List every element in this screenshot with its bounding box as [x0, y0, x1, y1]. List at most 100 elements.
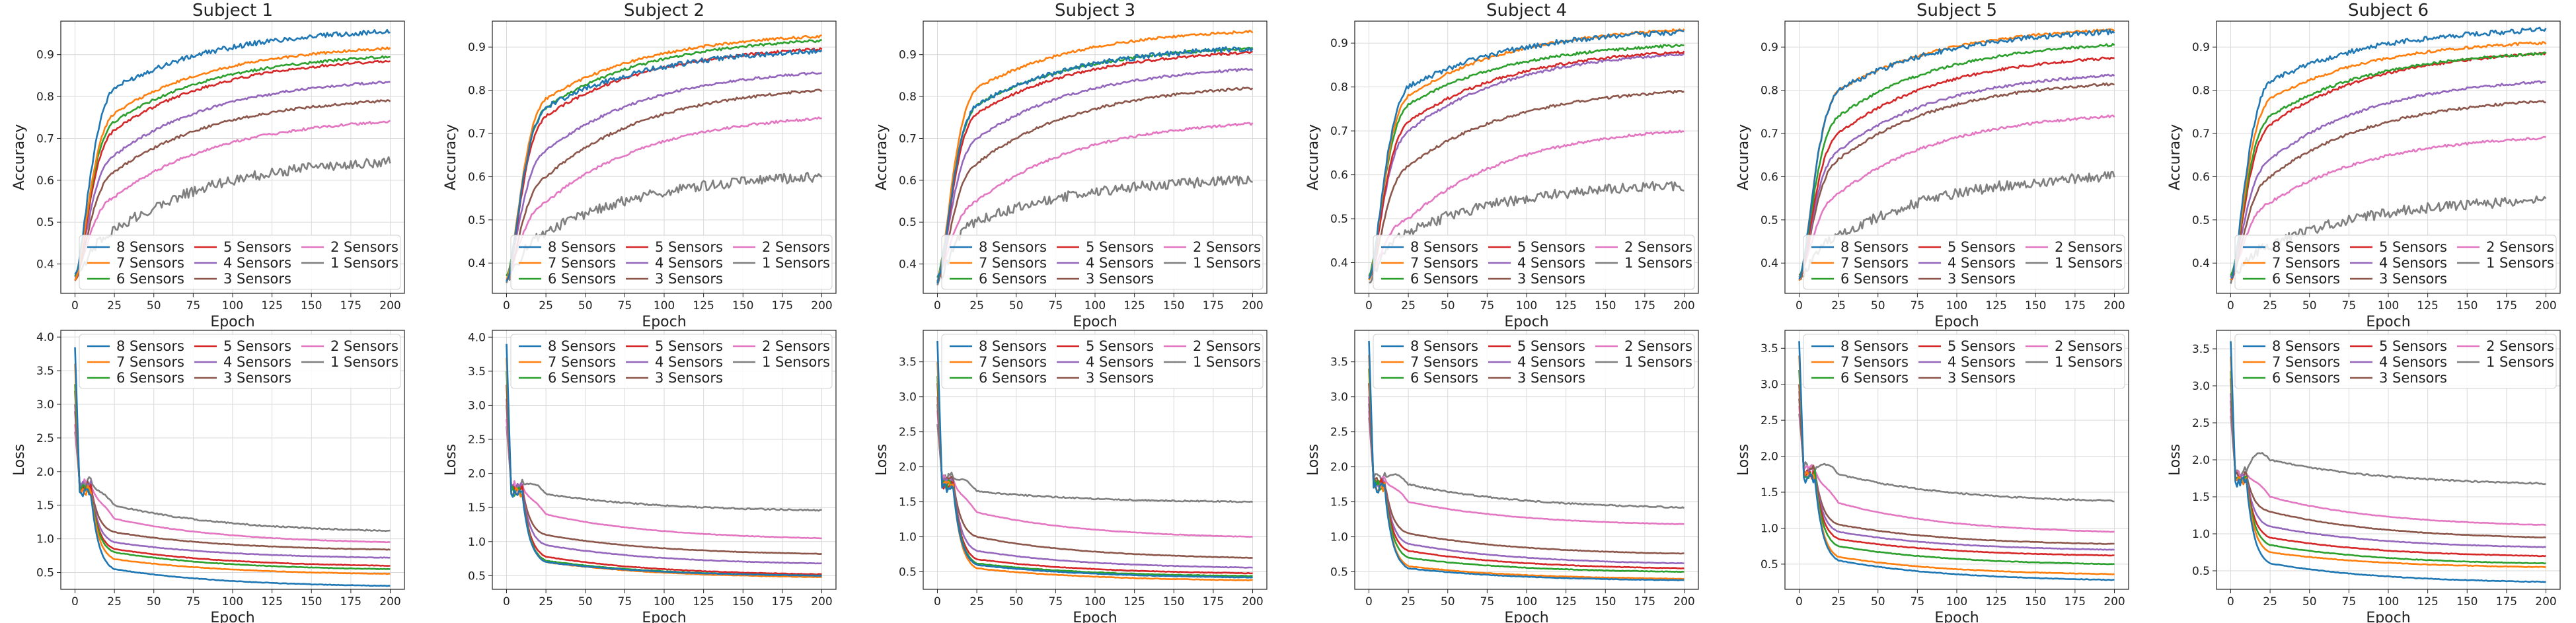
- series-lines: [936, 340, 1253, 581]
- x-tick-label: 175: [2065, 299, 2086, 312]
- x-axis-label: Epoch: [642, 610, 686, 623]
- y-tick-label: 3.5: [1761, 342, 1778, 355]
- series-line-3-sensors: [74, 99, 391, 281]
- series-line-1-sensors: [1798, 414, 2115, 503]
- series-line-6-sensors: [2230, 52, 2547, 276]
- legend-label: 4 Sensors: [655, 354, 723, 370]
- legend-label: 5 Sensors: [1517, 338, 1585, 354]
- x-tick-label: 25: [969, 299, 984, 312]
- plot-frame: [1354, 330, 1699, 590]
- series-line-2-sensors: [74, 120, 391, 277]
- x-tick-label: 75: [1049, 299, 1063, 312]
- x-tick-label: 200: [2103, 299, 2125, 312]
- series-line-2-sensors: [506, 116, 822, 276]
- y-tick-label: 0.7: [36, 132, 54, 145]
- x-tick-label: 25: [107, 299, 122, 312]
- y-tick-label: 0.7: [899, 132, 917, 145]
- series-line-4-sensors: [2230, 393, 2546, 548]
- legend-label: 7 Sensors: [116, 255, 184, 271]
- x-tick-label: 25: [539, 595, 553, 608]
- y-tick-label: 2.0: [899, 461, 917, 474]
- y-tick-label: 0.5: [468, 214, 486, 227]
- series-lines: [1798, 341, 2115, 581]
- legend-label: 2 Sensors: [2486, 338, 2554, 354]
- x-axis-label: Epoch: [1504, 610, 1548, 623]
- x-tick-label: 125: [1123, 299, 1145, 312]
- legend-box: [1803, 235, 2125, 290]
- x-tick-label: 50: [1441, 595, 1455, 608]
- y-tick-label: 0.8: [899, 91, 917, 104]
- series-line-5-sensors: [74, 59, 391, 281]
- series-line-7-sensors: [74, 363, 391, 575]
- series-line-7-sensors: [936, 29, 1254, 281]
- series-line-5-sensors: [2230, 378, 2546, 558]
- series-line-1-sensors: [1798, 170, 2115, 281]
- legend-label: 4 Sensors: [223, 255, 291, 271]
- legend-label: 6 Sensors: [1410, 271, 1478, 287]
- y-tick-label: 0.6: [1330, 169, 1348, 182]
- series-line-4-sensors: [1798, 73, 2115, 277]
- x-tick-label: 50: [1009, 299, 1024, 312]
- x-tick-label: 175: [772, 595, 793, 608]
- legend-label: 5 Sensors: [223, 338, 291, 354]
- legend-label: 8 Sensors: [548, 338, 616, 354]
- subject3-loss-panel: 0 25 50 75 100 125 150 175 200 0.5 1.0 1.5 2.0 2.5 3.0…: [874, 330, 1268, 623]
- subject1-accuracy-panel: Subject 1 0 25 50 75 100 125 150 175 200 0.4 0.5 0.6…: [11, 1, 405, 330]
- x-tick-label: 125: [261, 595, 282, 608]
- legend-label: 6 Sensors: [1840, 271, 1909, 287]
- x-tick-label: 75: [1911, 299, 1925, 312]
- x-tick-label: 125: [693, 595, 714, 608]
- series-line-8-sensors: [74, 347, 391, 587]
- x-tick-label: 125: [1555, 595, 1576, 608]
- legend-label: 8 Sensors: [1410, 338, 1478, 354]
- x-tick-label: 100: [2378, 595, 2399, 608]
- panel-title: Subject 2: [624, 1, 704, 20]
- legend-label: 3 Sensors: [1517, 370, 1585, 386]
- series-line-7-sensors: [936, 361, 1253, 581]
- legend-label: 2 Sensors: [762, 239, 830, 255]
- x-tick-label: 0: [71, 299, 79, 312]
- x-tick-label: 125: [2417, 299, 2438, 312]
- x-tick-label: 125: [1985, 595, 2006, 608]
- legend-label: 2 Sensors: [1624, 239, 1692, 255]
- legend-label: 7 Sensors: [116, 354, 184, 370]
- x-tick-label: 100: [1946, 595, 1967, 608]
- x-tick-label: 125: [1555, 299, 1576, 312]
- series-lines: [506, 344, 822, 578]
- legend-label: 2 Sensors: [2486, 239, 2554, 255]
- x-tick-label: 200: [811, 299, 832, 312]
- y-tick-label: 0.8: [1761, 85, 1778, 98]
- y-tick-label: 0.8: [468, 85, 486, 98]
- x-tick-label: 50: [1009, 595, 1024, 608]
- y-tick-label: 0.7: [1761, 128, 1778, 141]
- x-tick-label: 25: [1831, 299, 1846, 312]
- series-lines: [936, 29, 1254, 286]
- legend-box: [79, 334, 401, 389]
- y-axis-label: Loss: [874, 444, 890, 476]
- y-tick-label: 0.8: [36, 91, 54, 104]
- legend-label: 3 Sensors: [655, 271, 723, 287]
- x-tick-label: 0: [503, 595, 510, 608]
- panel-title: Subject 1: [192, 1, 273, 20]
- x-tick-label: 50: [2302, 595, 2317, 608]
- subject6-loss-panel: 0 25 50 75 100 125 150 175 200 0.5 1.0 1.5 2.0 2.5 3.0…: [2167, 330, 2561, 623]
- x-tick-label: 100: [654, 299, 675, 312]
- legend-label: 5 Sensors: [655, 239, 723, 255]
- legend-label: 4 Sensors: [2379, 354, 2447, 370]
- subject1-loss-panel: 0 25 50 75 100 125 150 175 200 0.5 1.0 1.5 2.0 2.5 3.0…: [11, 330, 405, 623]
- y-axis-label: Accuracy: [11, 124, 28, 190]
- legend-label: 1 Sensors: [330, 354, 398, 370]
- series-line-7-sensors: [2230, 356, 2546, 568]
- legend-label: 8 Sensors: [2272, 338, 2340, 354]
- legend-label: 3 Sensors: [2379, 370, 2447, 386]
- x-axis-label: Epoch: [1073, 314, 1117, 330]
- series-lines: [2230, 341, 2546, 583]
- series-line-3-sensors: [74, 411, 391, 551]
- series-line-3-sensors: [1798, 82, 2115, 280]
- x-tick-label: 125: [261, 299, 282, 312]
- series-line-4-sensors: [1368, 396, 1685, 565]
- legend-label: 6 Sensors: [548, 370, 616, 386]
